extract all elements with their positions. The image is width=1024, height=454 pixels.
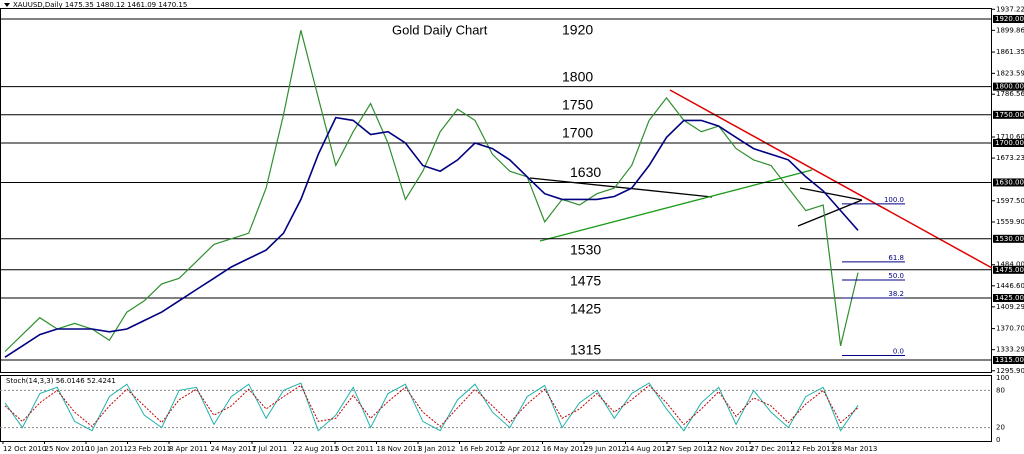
x-tick-label: 16 May 2012 <box>543 445 589 453</box>
y-tick-label: 1484.00 <box>996 261 1024 269</box>
x-tick-label: 24 May 2011 <box>211 445 257 453</box>
stoch-tick-label: 20 <box>996 424 1005 432</box>
chart-title: Gold Daily Chart <box>392 22 488 37</box>
y-tick-label: 1370.70 <box>996 325 1024 333</box>
stoch-tick-label: 0 <box>996 436 1000 444</box>
x-tick-label: 10 Jan 2011 <box>86 445 128 453</box>
y-tick-label: 1786.56 <box>996 90 1024 98</box>
series-line <box>4 116 859 358</box>
level-text: 1475 <box>570 273 601 289</box>
stoch-label: Stoch(14,3,3) 56.0146 52.4241 <box>6 377 116 385</box>
fib-label: 100.0 <box>884 196 904 204</box>
x-tick-label: 12 Feb 2013 <box>792 445 836 453</box>
neckline <box>529 177 713 198</box>
header: XAUUSD,Daily 1475.35 1480.12 1461.09 147… <box>13 1 187 9</box>
header-icon <box>4 3 10 7</box>
x-tick-label: 25 Nov 2010 <box>45 445 90 453</box>
x-tick-label: 7 Jul 2011 <box>252 445 287 453</box>
x-tick-label: 27 Dec 2012 <box>750 445 795 453</box>
x-tick-label: 3 Jan 2012 <box>418 445 456 453</box>
x-tick-label: 27 Sep 2012 <box>667 445 711 453</box>
x-tick-label: 8 Apr 2011 <box>169 445 208 453</box>
series-line <box>4 30 859 352</box>
level-text: 1750 <box>562 97 593 113</box>
level-box <box>993 178 1024 187</box>
x-tick-label: 28 Mar 2013 <box>833 445 877 453</box>
stoch-line <box>4 384 859 428</box>
y-tick-label: 1823.59 <box>996 69 1024 77</box>
y-tick-label: 1333.29 <box>996 346 1024 354</box>
level-text: 1530 <box>570 242 601 258</box>
level-text: 1425 <box>570 301 601 317</box>
level-label: 1630.00 <box>995 178 1024 186</box>
x-tick-label: 2 Apr 2012 <box>501 445 540 453</box>
fib-label: 38.2 <box>888 290 904 298</box>
y-tick-label: 1861.35 <box>996 48 1024 56</box>
level-box <box>993 14 1024 23</box>
x-tick-label: 14 Aug 2012 <box>626 445 671 453</box>
x-tick-label: 12 Oct 2010 <box>3 445 46 453</box>
y-tick-label: 1295.90 <box>996 367 1024 375</box>
stoch-frame <box>0 375 992 442</box>
x-tick-label: 22 Aug 2011 <box>294 445 339 453</box>
level-label: 1425.00 <box>995 294 1024 302</box>
x-tick-label: 23 Feb 2011 <box>128 445 172 453</box>
level-text: 1630 <box>570 164 601 180</box>
stoch-line <box>4 382 859 432</box>
y-tick-label: 1597.50 <box>996 197 1024 205</box>
level-text: 1315 <box>570 342 601 358</box>
y-tick-label: 1937.22 <box>996 5 1024 13</box>
level-box <box>993 110 1024 119</box>
level-label: 1475.00 <box>995 266 1024 274</box>
level-label: 1920.00 <box>995 15 1024 23</box>
y-tick-label: 1559.90 <box>996 218 1024 226</box>
level-label: 1700.00 <box>995 139 1024 147</box>
level-box <box>993 355 1024 364</box>
x-tick-label: 18 Nov 2011 <box>377 445 422 453</box>
support-trendline <box>539 169 813 242</box>
level-text: 1800 <box>562 68 593 84</box>
level-label: 1750.00 <box>995 111 1024 119</box>
level-box <box>993 265 1024 274</box>
y-tick-label: 1409.29 <box>996 303 1024 311</box>
level-box <box>993 82 1024 91</box>
level-label: 1800.00 <box>995 83 1024 91</box>
level-text: 1920 <box>562 22 593 38</box>
stoch-tick-label: 100 <box>996 374 1009 382</box>
level-box <box>993 293 1024 302</box>
level-box <box>993 138 1024 147</box>
stoch-tick-label: 80 <box>996 386 1005 394</box>
x-tick-label: 12 Nov 2012 <box>709 445 754 453</box>
level-label: 1530.00 <box>995 235 1024 243</box>
y-tick-label: 1673.23 <box>996 154 1024 162</box>
fib-label: 50.0 <box>888 272 904 280</box>
x-tick-label: 29 Jun 2012 <box>584 445 626 453</box>
y-tick-label: 1899.86 <box>996 26 1024 34</box>
fib-label: 61.8 <box>888 254 904 262</box>
fib-label: 0.0 <box>893 347 904 355</box>
y-tick-label: 1710.60 <box>996 133 1024 141</box>
x-tick-label: 5 Oct 2011 <box>335 445 374 453</box>
price-frame <box>0 8 992 373</box>
level-text: 1700 <box>562 125 593 141</box>
level-box <box>993 234 1024 243</box>
x-tick-label: 16 Feb 2012 <box>460 445 504 453</box>
y-tick-label: 1446.60 <box>996 282 1024 290</box>
level-label: 1315.00 <box>995 356 1024 364</box>
